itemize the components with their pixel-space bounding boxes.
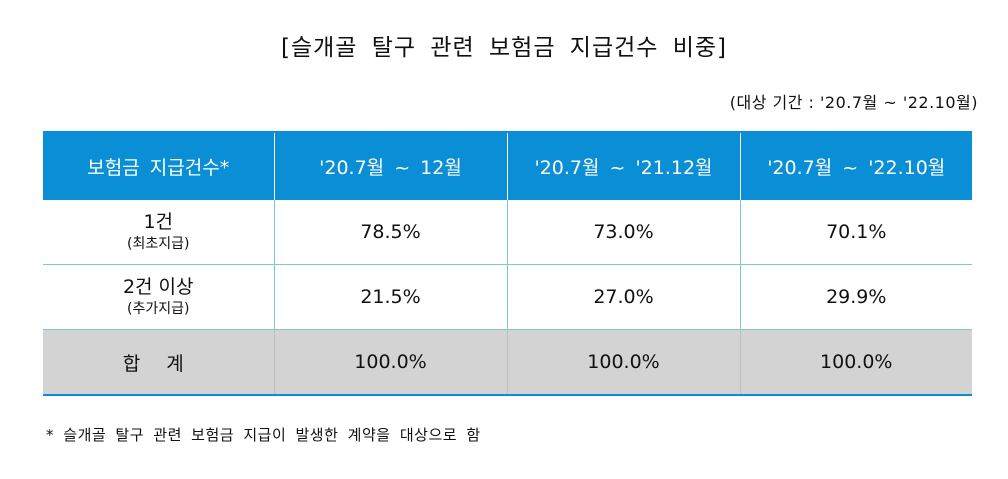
row-label: 2건 이상 bbox=[122, 276, 194, 298]
table-row: 1건 (최초지급) 78.5% 73.0% 70.1% bbox=[43, 200, 972, 265]
table-header-row: 보험금 지급건수* '20.7월 ~ 12월 '20.7월 ~ '21.12월 … bbox=[43, 131, 972, 200]
row-label-cell: 2건 이상 (추가지급) bbox=[43, 264, 274, 330]
table-cell: 29.9% bbox=[739, 264, 972, 330]
row-label: 1건 bbox=[143, 211, 174, 233]
total-cell: 100.0% bbox=[739, 329, 972, 396]
table-cell: 27.0% bbox=[506, 264, 740, 330]
table-cell: 78.5% bbox=[273, 200, 507, 265]
header-claim-count: 보험금 지급건수* bbox=[43, 131, 275, 200]
claims-ratio-table: 보험금 지급건수* '20.7월 ~ 12월 '20.7월 ~ '21.12월 … bbox=[43, 131, 972, 396]
total-label: 합 계 bbox=[122, 352, 194, 375]
page-title: [슬개골 탈구 관련 보험금 지급건수 비중] bbox=[280, 35, 728, 61]
header-period-3: '20.7월 ~ '22.10월 bbox=[739, 131, 972, 200]
table-cell: 70.1% bbox=[739, 200, 972, 265]
total-row: 합 계 100.0% 100.0% 100.0% bbox=[43, 329, 972, 396]
table-cell: 73.0% bbox=[506, 200, 740, 265]
footnote: * 슬개골 탈구 관련 보험금 지급이 발생한 계약을 대상으로 함 bbox=[46, 426, 481, 444]
period-note: (대상 기간 : '20.7월 ~ '22.10월) bbox=[729, 93, 978, 112]
table-cell: 21.5% bbox=[273, 264, 507, 330]
total-cell: 100.0% bbox=[506, 329, 740, 396]
row-label-cell: 1건 (최초지급) bbox=[43, 200, 274, 265]
row-sublabel: (최초지급) bbox=[127, 236, 190, 252]
header-period-2: '20.7월 ~ '21.12월 bbox=[506, 131, 741, 200]
row-sublabel: (추가지급) bbox=[127, 301, 190, 317]
total-label-cell: 합 계 bbox=[43, 329, 274, 396]
table-row: 2건 이상 (추가지급) 21.5% 27.0% 29.9% bbox=[43, 264, 972, 330]
total-cell: 100.0% bbox=[273, 329, 507, 396]
header-period-1: '20.7월 ~ 12월 bbox=[273, 131, 508, 200]
